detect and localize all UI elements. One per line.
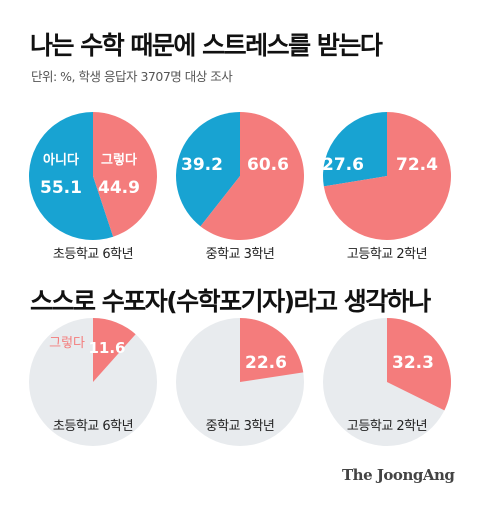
- pie-caption: 고등학교 2학년: [347, 247, 427, 262]
- pie-slice-no: [322, 112, 387, 187]
- pie-caption: 초등학교 6학년: [53, 419, 133, 434]
- chart-title-stress: 나는 수학 때문에 스트레스를 받는다: [30, 31, 383, 60]
- chart-title-giveup: 스스로 수포자(수학포기자)라고 생각하나: [30, 287, 431, 316]
- pie-slice-yes: [200, 111, 305, 240]
- chart-subtitle-units: 단위: %, 학생 응답자 3707명 대상 조사: [31, 69, 233, 84]
- pie-category-label-yes: 그렇다: [49, 336, 85, 351]
- pie-caption: 초등학교 6학년: [53, 247, 133, 262]
- pie-category-label-no: 아니다: [43, 152, 79, 168]
- pie-slice-yes: [323, 112, 451, 241]
- pie-value-label-yes: 44.9: [98, 178, 140, 198]
- pie-slice-yes: [93, 112, 157, 237]
- pie-slice-yes: [93, 318, 136, 382]
- pie-category-label-yes: 그렇다: [101, 152, 137, 168]
- pie-value-label-yes: 60.6: [247, 155, 289, 175]
- pie-slice-no: [176, 112, 240, 227]
- pie-caption: 고등학교 2학년: [347, 419, 427, 434]
- pie-value-label-no: 55.1: [40, 178, 82, 198]
- pie-value-label-no: 27.6: [322, 155, 364, 175]
- pie-slice-yes: [387, 317, 452, 411]
- pie-value-label-yes: 32.3: [392, 353, 434, 373]
- pie-value-label-no: 39.2: [181, 155, 223, 175]
- pie-value-label-yes: 22.6: [245, 353, 287, 373]
- pie-slice-no: [28, 111, 114, 240]
- pie-value-label-yes: 11.6: [88, 339, 125, 357]
- pie-value-label-yes: 72.4: [396, 155, 438, 175]
- pie-caption: 중학교 3학년: [206, 247, 275, 262]
- publisher-logo: The JoongAng: [342, 466, 455, 484]
- pie-slice-yes: [240, 318, 304, 382]
- pie-caption: 중학교 3학년: [206, 419, 275, 434]
